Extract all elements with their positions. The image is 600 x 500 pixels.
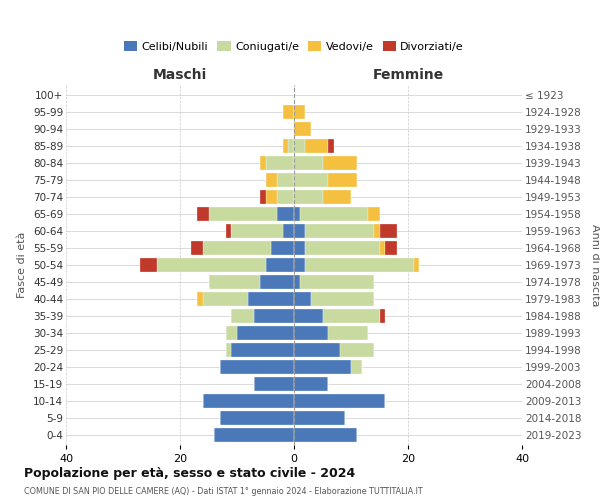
Bar: [260, 190, 265, 204]
Bar: [265, 190, 277, 204]
Bar: [283, 139, 289, 154]
Bar: [328, 139, 334, 154]
Bar: [374, 224, 380, 238]
Bar: [323, 156, 356, 170]
Bar: [294, 292, 311, 306]
Bar: [294, 376, 328, 391]
Bar: [294, 308, 323, 323]
Bar: [323, 190, 351, 204]
Bar: [305, 258, 414, 272]
Bar: [254, 308, 294, 323]
Text: COMUNE DI SAN PIO DELLE CAMERE (AQ) - Dati ISTAT 1° gennaio 2024 - Elaborazione : COMUNE DI SAN PIO DELLE CAMERE (AQ) - Da…: [24, 488, 422, 496]
Bar: [191, 241, 203, 255]
Bar: [311, 292, 374, 306]
Bar: [294, 428, 356, 442]
Bar: [277, 190, 294, 204]
Bar: [294, 105, 305, 120]
Bar: [294, 190, 323, 204]
Bar: [328, 173, 356, 188]
Bar: [226, 326, 237, 340]
Bar: [340, 342, 374, 357]
Y-axis label: Fasce di età: Fasce di età: [17, 232, 28, 298]
Bar: [232, 342, 294, 357]
Bar: [209, 207, 277, 222]
Bar: [300, 275, 374, 289]
Bar: [260, 156, 265, 170]
Bar: [214, 428, 294, 442]
Bar: [277, 173, 294, 188]
Bar: [232, 224, 283, 238]
Bar: [220, 360, 294, 374]
Text: Maschi: Maschi: [153, 68, 207, 82]
Bar: [380, 308, 385, 323]
Bar: [323, 308, 380, 323]
Bar: [197, 292, 203, 306]
Text: Popolazione per età, sesso e stato civile - 2024: Popolazione per età, sesso e stato civil…: [24, 468, 355, 480]
Bar: [294, 122, 311, 136]
Bar: [248, 292, 294, 306]
Bar: [294, 275, 300, 289]
Bar: [265, 258, 294, 272]
Bar: [294, 139, 305, 154]
Bar: [368, 207, 380, 222]
Bar: [305, 224, 374, 238]
Bar: [294, 156, 323, 170]
Bar: [197, 207, 209, 222]
Bar: [294, 258, 305, 272]
Bar: [294, 342, 340, 357]
Legend: Celibi/Nubili, Coniugati/e, Vedovi/e, Divorziati/e: Celibi/Nubili, Coniugati/e, Vedovi/e, Di…: [119, 36, 469, 56]
Bar: [203, 241, 271, 255]
Bar: [277, 207, 294, 222]
Bar: [294, 224, 305, 238]
Bar: [289, 139, 294, 154]
Bar: [260, 275, 294, 289]
Bar: [283, 224, 294, 238]
Bar: [385, 241, 397, 255]
Bar: [380, 241, 385, 255]
Bar: [414, 258, 419, 272]
Bar: [226, 342, 232, 357]
Bar: [157, 258, 265, 272]
Bar: [271, 241, 294, 255]
Bar: [140, 258, 157, 272]
Bar: [203, 394, 294, 408]
Bar: [294, 173, 328, 188]
Bar: [294, 207, 300, 222]
Bar: [294, 241, 305, 255]
Y-axis label: Anni di nascita: Anni di nascita: [590, 224, 600, 306]
Bar: [351, 360, 362, 374]
Bar: [232, 308, 254, 323]
Bar: [294, 394, 385, 408]
Bar: [203, 292, 248, 306]
Bar: [305, 139, 328, 154]
Bar: [294, 410, 346, 425]
Bar: [300, 207, 368, 222]
Bar: [380, 224, 397, 238]
Bar: [283, 105, 294, 120]
Text: Femmine: Femmine: [373, 68, 443, 82]
Bar: [265, 156, 294, 170]
Bar: [209, 275, 260, 289]
Bar: [237, 326, 294, 340]
Bar: [265, 173, 277, 188]
Bar: [254, 376, 294, 391]
Bar: [294, 326, 328, 340]
Bar: [226, 224, 232, 238]
Bar: [328, 326, 368, 340]
Bar: [305, 241, 380, 255]
Bar: [294, 360, 351, 374]
Bar: [220, 410, 294, 425]
